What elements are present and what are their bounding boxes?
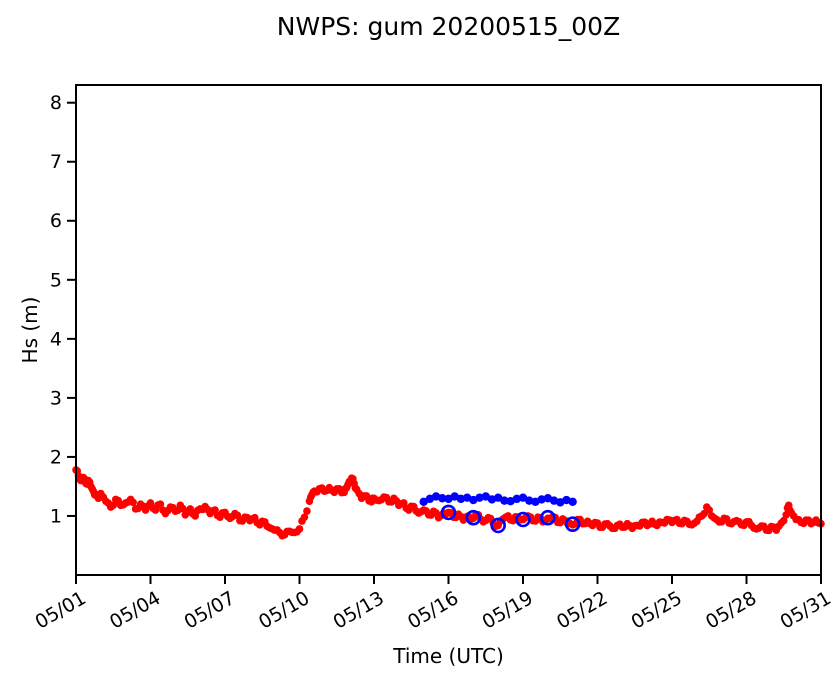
obs-point: [298, 517, 306, 525]
obs-point: [491, 522, 500, 531]
y-tick-label: 2: [50, 446, 62, 468]
obs-point: [779, 516, 788, 525]
obs-point: [85, 478, 94, 486]
x-axis-label: Time (UTC): [393, 644, 504, 668]
forecast-point: [525, 496, 534, 505]
obs-point: [422, 507, 430, 515]
obs-point: [88, 484, 96, 493]
daily-marker-circle: [465, 509, 482, 526]
x-tick-label: 05/16: [404, 587, 462, 633]
obs-point: [258, 517, 267, 526]
daily-marker-circle: [564, 516, 581, 533]
x-tick-label: 05/31: [776, 587, 834, 633]
forecast-point: [568, 497, 577, 506]
x-tick-label: 05/22: [553, 587, 611, 633]
obs-point: [114, 496, 123, 505]
obs-point: [745, 517, 753, 526]
daily-marker-circle: [515, 511, 531, 528]
obs-point: [690, 519, 699, 528]
forecast-point: [500, 496, 509, 505]
obs-point: [273, 526, 281, 534]
obs-point: [303, 507, 311, 515]
daily-marker-circle: [540, 509, 556, 526]
forecast-point: [438, 494, 447, 503]
obs-point: [705, 506, 714, 514]
y-tick-label: 6: [50, 210, 62, 232]
daily-marker-circle: [440, 504, 457, 521]
y-tick-label: 7: [50, 151, 62, 173]
obs-point: [129, 498, 137, 507]
x-tick-label: 05/28: [702, 587, 760, 633]
obs-point: [447, 508, 455, 517]
x-tick-label: 05/04: [106, 587, 164, 633]
obs-point: [233, 511, 242, 520]
y-tick-label: 8: [50, 92, 62, 114]
forecast-point: [475, 493, 484, 502]
forecast-point: [512, 494, 521, 504]
axes-spines: [75, 84, 822, 576]
obs-point: [591, 518, 599, 527]
obs-point: [109, 501, 118, 510]
y-tick-label: 1: [50, 505, 62, 527]
forecast-point: [456, 494, 466, 504]
obs-point: [774, 522, 783, 531]
y-tick-label: 4: [50, 328, 62, 350]
obs-point: [99, 493, 108, 501]
x-tick-label: 05/10: [255, 587, 313, 633]
x-tick-label: 05/01: [31, 587, 89, 633]
x-tick-label: 05/13: [329, 587, 387, 633]
obs-point: [407, 502, 416, 511]
y-axis-label: Hs (m): [18, 296, 42, 364]
obs-point: [349, 474, 357, 483]
obs-point: [73, 467, 82, 475]
obs-point: [360, 492, 368, 500]
forecast-point: [537, 495, 546, 504]
x-tick-label: 05/25: [627, 587, 685, 633]
chart-title: NWPS: gum 20200515_00Z: [276, 12, 621, 41]
obs-point: [208, 507, 217, 515]
daily-marker-circle: [490, 517, 506, 534]
obs-point: [293, 527, 301, 536]
obs-point: [278, 531, 286, 540]
y-tick-label: 5: [50, 269, 62, 291]
obs-point: [154, 501, 162, 509]
obs-point: [720, 514, 728, 523]
x-tick-label: 05/07: [180, 587, 238, 633]
x-tick-label: 05/19: [478, 587, 536, 633]
obs-point: [351, 484, 360, 492]
obs-point: [571, 520, 579, 528]
obs-point: [382, 493, 391, 502]
obs-point: [397, 499, 406, 508]
y-tick-label: 3: [50, 387, 62, 409]
obs-point: [786, 506, 794, 515]
